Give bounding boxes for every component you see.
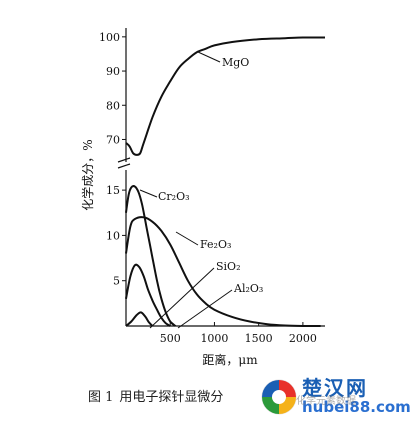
- lower-y-tick-label: 5: [113, 275, 120, 288]
- series-layer: [125, 36, 326, 328]
- series-annotation-label: Al₂O₃: [233, 282, 263, 295]
- upper-y-tick-label: 80: [106, 99, 120, 112]
- series-annotation-label: SiO₂: [216, 260, 240, 273]
- x-tick-label: 1000: [200, 332, 228, 345]
- series-annotation-label: Cr₂O₃: [158, 190, 190, 203]
- watermark-text: 化学元素数据: [296, 396, 356, 407]
- series-line-sio2: [125, 263, 171, 327]
- site-logo: 楚汉网 hubei88.com: [258, 372, 416, 422]
- series-line-al2o3: [125, 311, 154, 327]
- series-annotation-label: Fe₂O₃: [200, 238, 231, 251]
- figure-caption: 图 1 用电子探针显微分: [88, 386, 229, 405]
- annotation-leader-line: [139, 189, 158, 198]
- logo-main-text: 楚汉网: [302, 376, 368, 400]
- lower-y-tick-label: 10: [106, 229, 120, 242]
- series-line-mgo: [125, 36, 326, 156]
- annotation-leader-line: [149, 267, 215, 329]
- upper-y-tick-label: 70: [106, 133, 120, 146]
- logo-sub-text: hubei88.com: [302, 398, 411, 416]
- x-tick-label: 500: [160, 332, 181, 345]
- caption-text: 用电子探针显微分: [119, 390, 224, 405]
- upper-y-tick-label: 90: [106, 65, 120, 78]
- x-tick-label: 1500: [245, 332, 273, 345]
- upper-panel-axis: 100 90 80 70: [99, 28, 127, 162]
- annotation-leader-line: [175, 231, 199, 246]
- series-line-cr2o3: [125, 185, 177, 327]
- annotation-leader-line: [197, 51, 221, 63]
- lower-y-tick-label: 15: [106, 184, 120, 197]
- x-axis-title: 距离，μm: [202, 352, 258, 367]
- x-tick-label: 2000: [289, 332, 317, 345]
- upper-y-tick-label: 100: [99, 31, 120, 44]
- y-axis-title: 化学成分，%: [80, 139, 95, 210]
- x-axis-ticks: 500 1000 1500 2000: [160, 322, 317, 345]
- annotation-layer: MgO Cr₂O₃ Fe₂O₃ SiO₂ Al₂O₃: [139, 51, 263, 329]
- axis-break-mark: [117, 157, 131, 169]
- logo-mark-icon: [261, 379, 297, 415]
- annotation-leader-line: [177, 289, 233, 329]
- series-annotation-label: MgO: [222, 56, 249, 69]
- figure-number: 图 1: [88, 390, 114, 405]
